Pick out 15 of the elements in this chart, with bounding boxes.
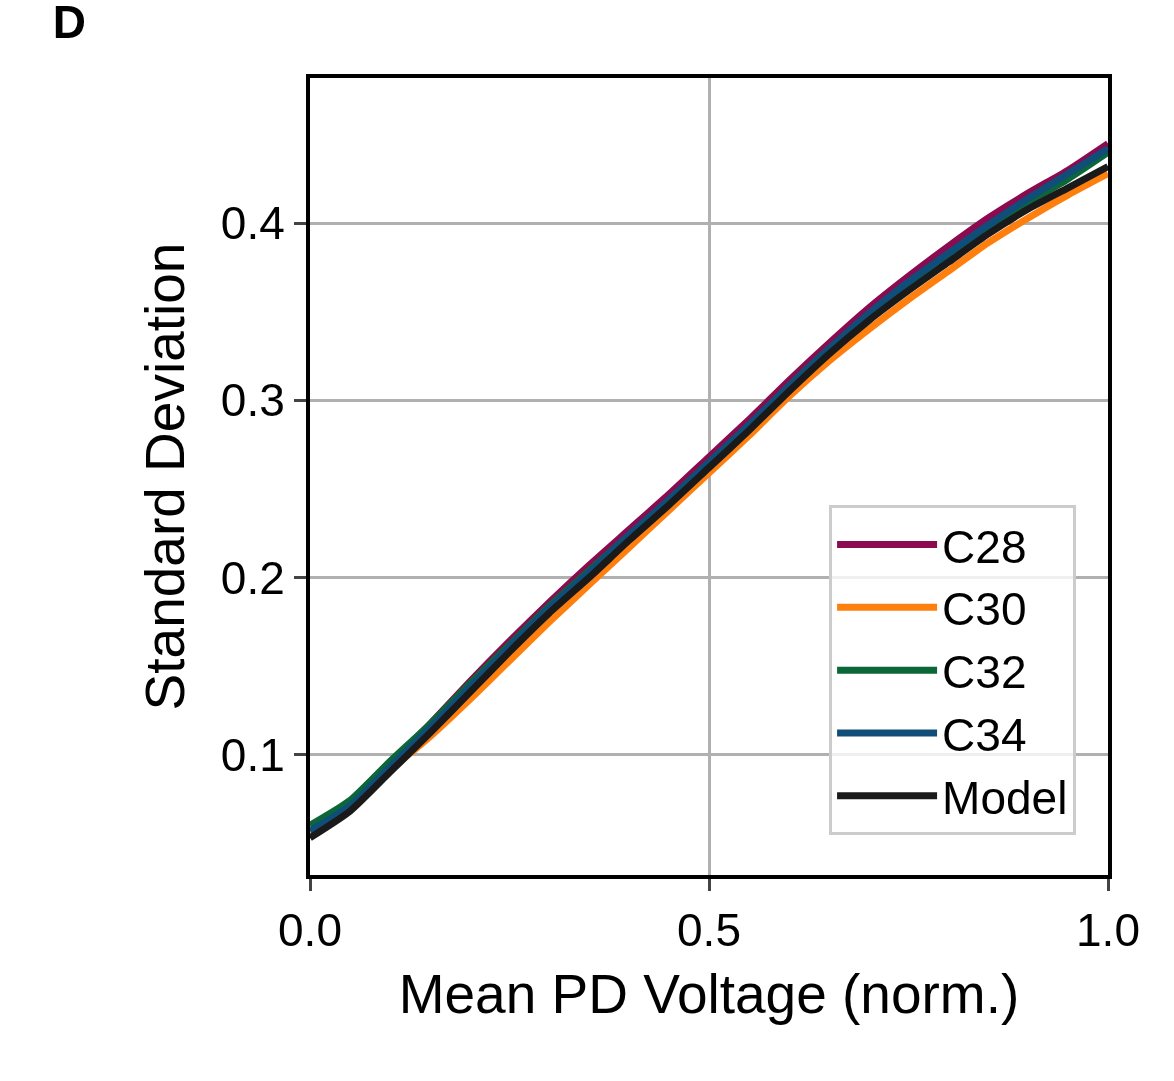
y-axis-title: Standard Deviation bbox=[133, 242, 196, 711]
y-tick-label: 0.3 bbox=[220, 374, 285, 427]
y-tick-label: 0.1 bbox=[220, 728, 285, 781]
legend-label: C34 bbox=[942, 708, 1027, 761]
y-tick-label: 0.2 bbox=[220, 551, 285, 604]
y-tick-label: 0.4 bbox=[220, 197, 285, 250]
x-tick-label: 0.5 bbox=[677, 904, 741, 957]
legend-label: Model bbox=[942, 771, 1068, 824]
legend-label: C30 bbox=[942, 583, 1027, 636]
legend-label: C32 bbox=[942, 646, 1027, 699]
x-tick-label: 0.0 bbox=[278, 904, 342, 957]
x-tick-label: 1.0 bbox=[1076, 904, 1140, 957]
legend-label: C28 bbox=[942, 520, 1027, 573]
chart-title: D bbox=[52, 0, 87, 48]
x-axis-title: Mean PD Voltage (norm.) bbox=[398, 962, 1020, 1025]
